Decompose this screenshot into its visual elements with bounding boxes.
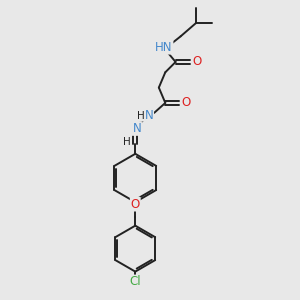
- Text: O: O: [192, 56, 201, 68]
- Text: N: N: [132, 122, 141, 135]
- Text: Cl: Cl: [130, 275, 141, 288]
- Text: O: O: [131, 198, 140, 211]
- Text: H: H: [123, 137, 131, 147]
- Text: O: O: [181, 96, 190, 110]
- Text: N: N: [144, 109, 153, 122]
- Text: H: H: [137, 111, 145, 121]
- Text: HN: HN: [155, 41, 172, 54]
